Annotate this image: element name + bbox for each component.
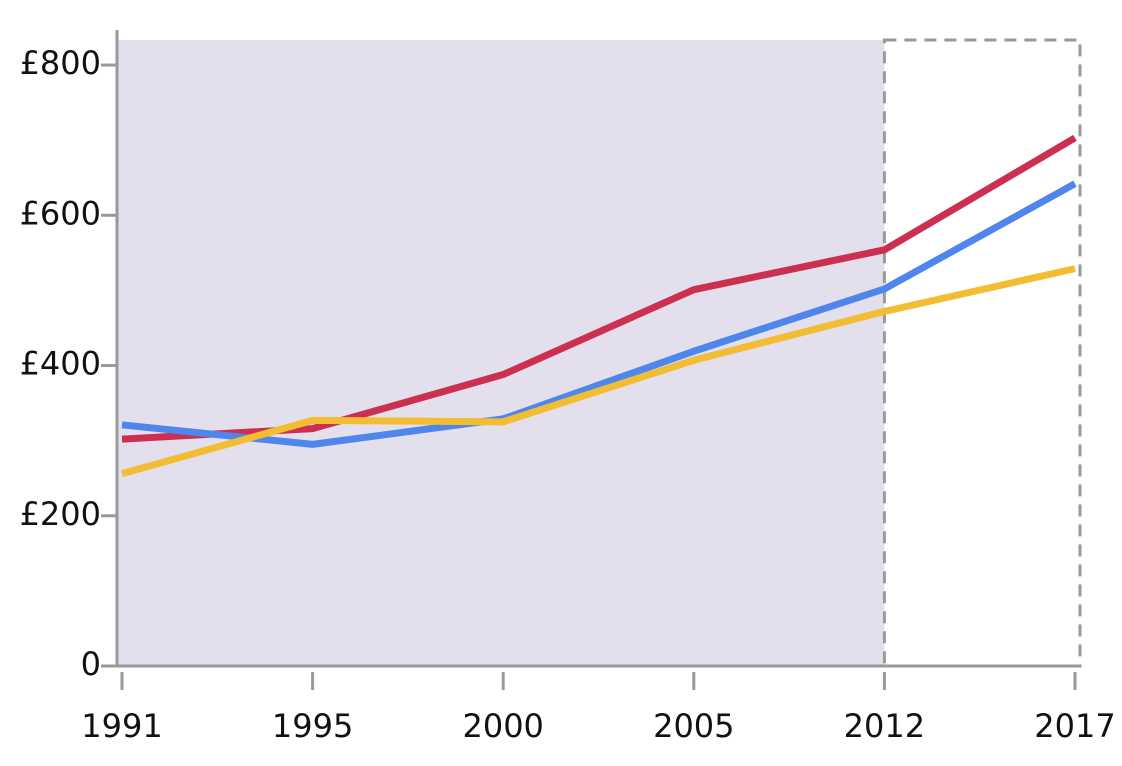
x-tick-label: 2017 [1034, 707, 1115, 745]
x-tick-label: 1991 [81, 707, 162, 745]
y-tick-label: £800 [20, 44, 101, 82]
x-tick-label: 2000 [462, 707, 543, 745]
y-tick-label: £200 [20, 495, 101, 533]
history-region [117, 40, 885, 666]
y-tick-label: £400 [20, 345, 101, 383]
series-line [121, 265, 1076, 478]
series-line [121, 180, 1077, 448]
x-tick-label: 2005 [653, 707, 734, 745]
y-tick-label: 0 [81, 645, 101, 683]
y-tick-label: £600 [20, 194, 101, 232]
x-tick-label: 1995 [272, 707, 353, 745]
forecast-region [882, 38, 1082, 668]
x-tick-label: 2012 [844, 707, 925, 745]
